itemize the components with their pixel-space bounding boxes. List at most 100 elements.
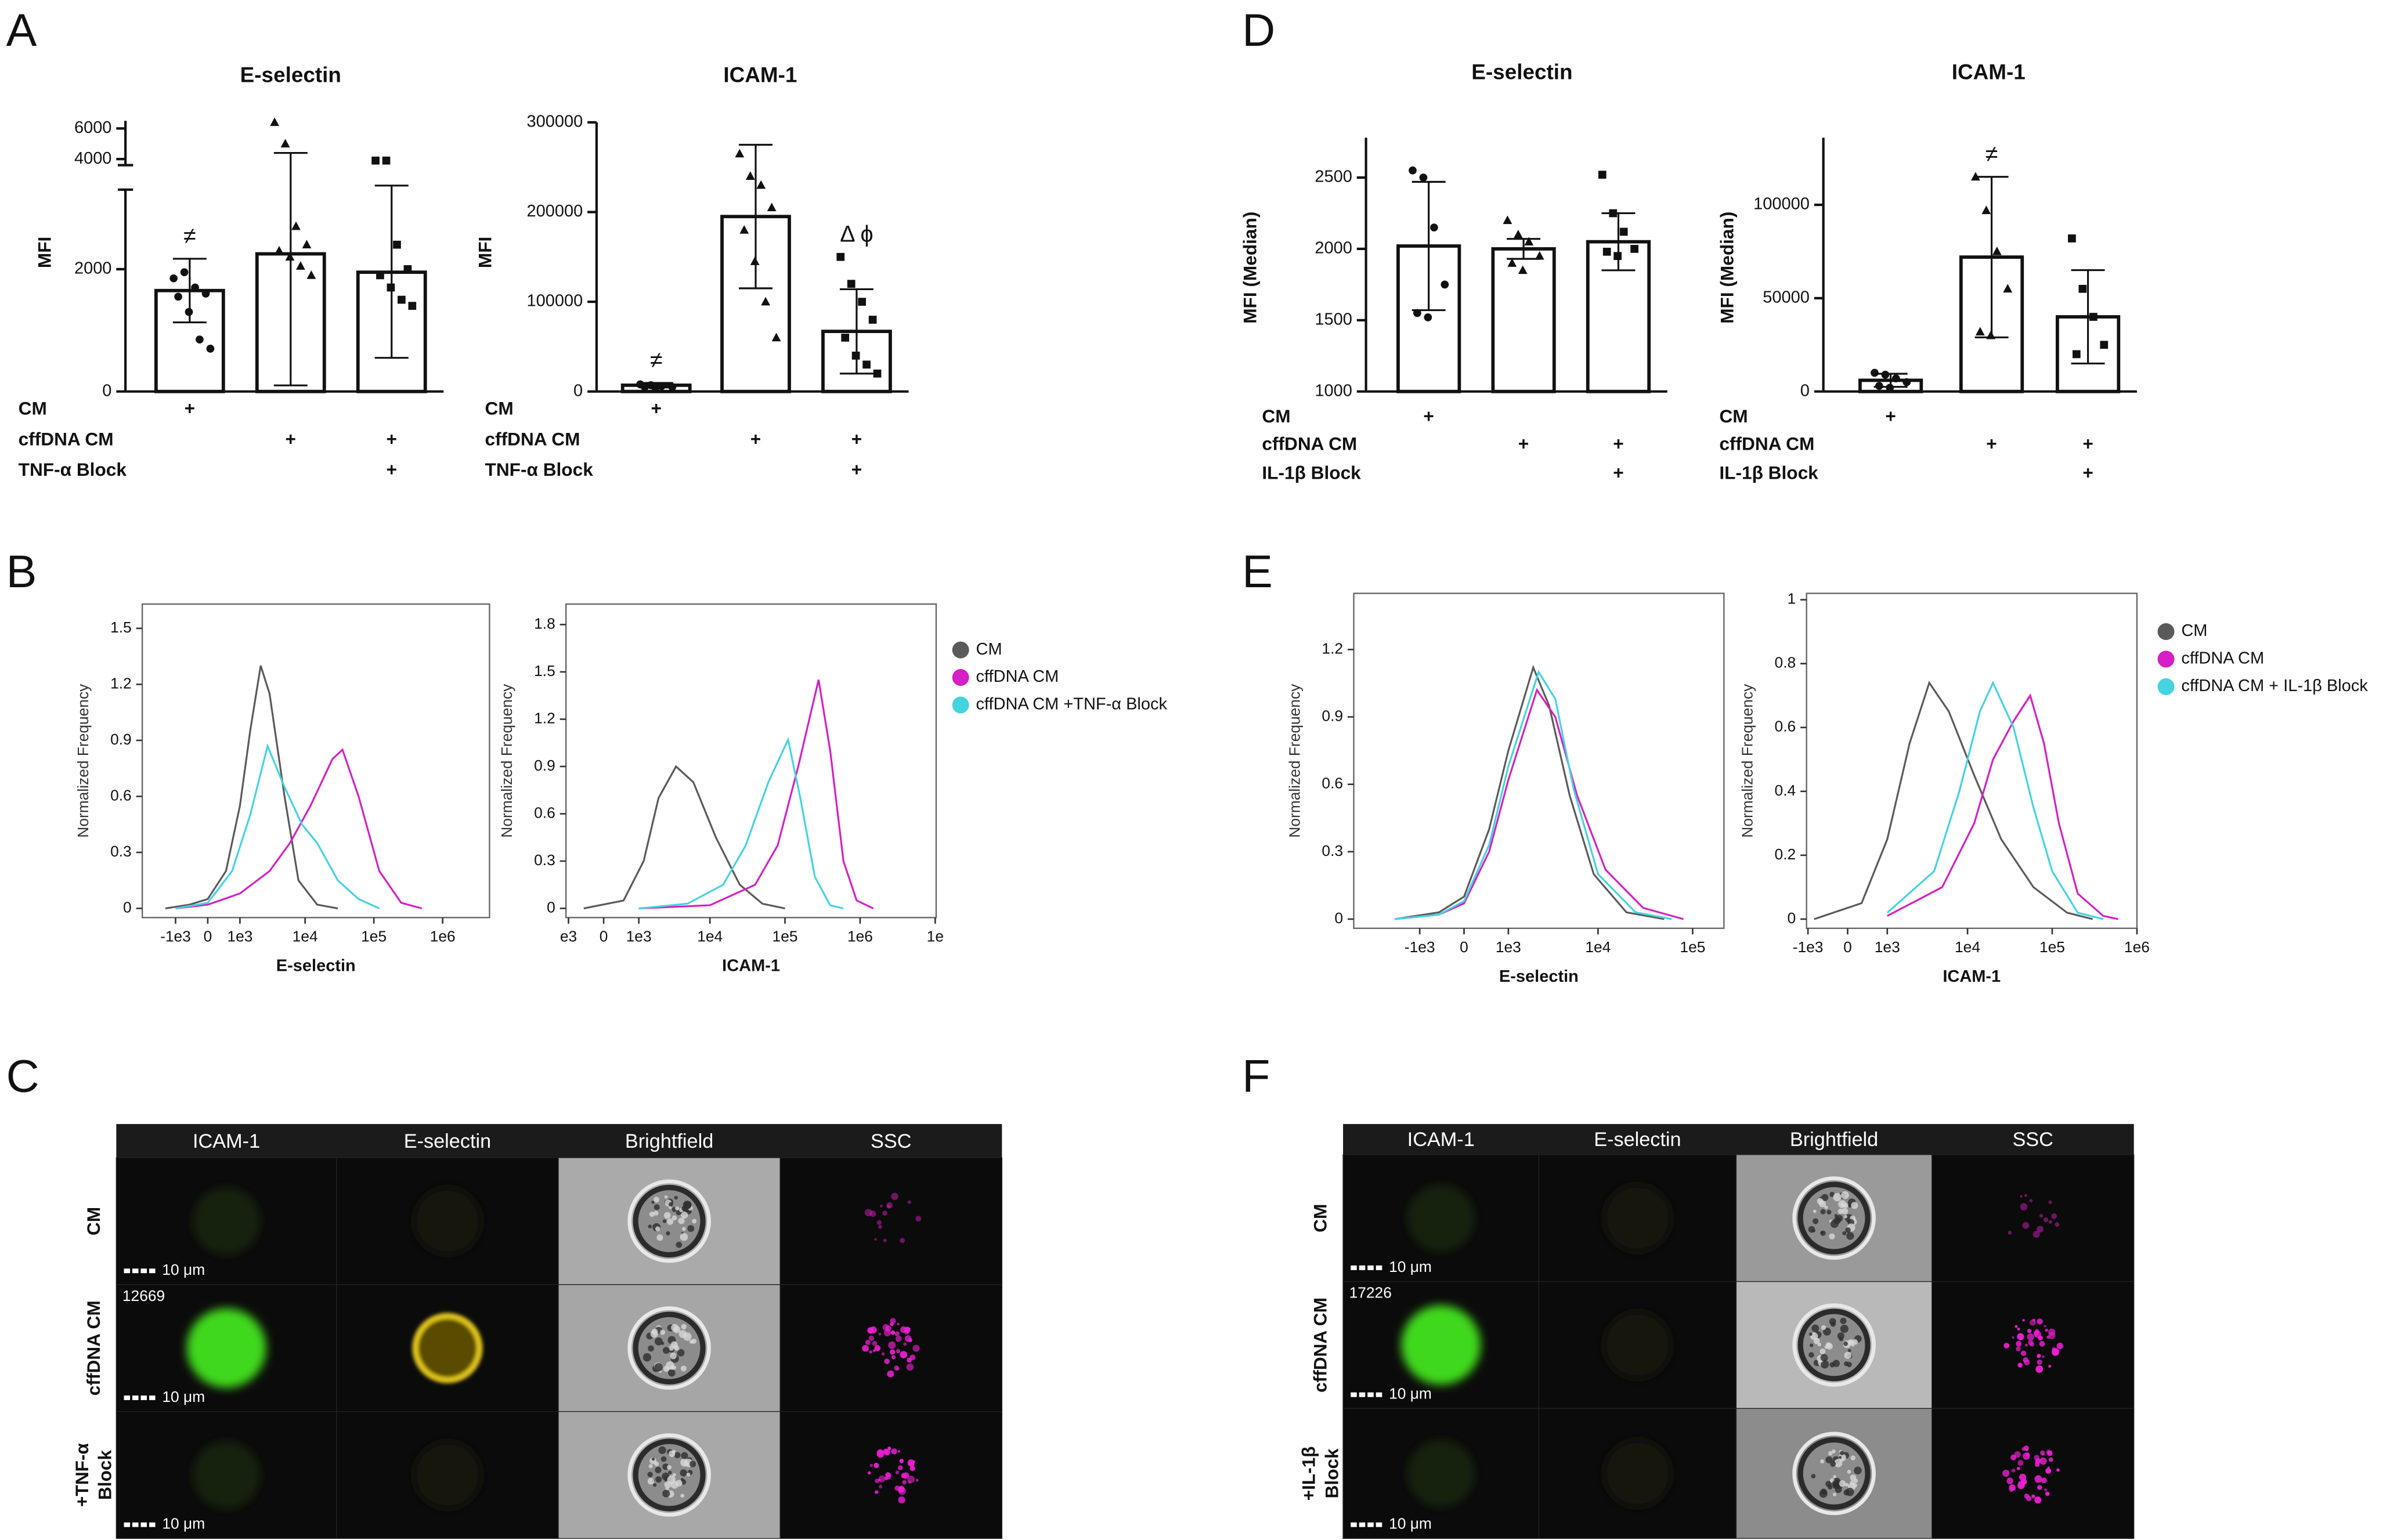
ssc-signal: [2027, 1329, 2032, 1333]
scale-bar-label: 10 μm: [162, 1261, 205, 1278]
ssc-signal: [894, 1365, 899, 1371]
condition-mark: +: [851, 428, 862, 449]
y-tick-label: 1.5: [110, 619, 132, 636]
condition-label: CM: [1719, 406, 1748, 426]
x-tick-label: 1e6: [2124, 938, 2150, 956]
histogram-curve: [1886, 680, 2104, 920]
ssc-signal: [897, 1465, 903, 1470]
ssc-signal: [2017, 1460, 2024, 1466]
y-tick-label: 0.9: [110, 731, 132, 748]
y-axis-label: MFI (Median): [1239, 212, 1260, 324]
y-tick-label: 0: [123, 898, 132, 916]
ssc-signal: [875, 1478, 879, 1484]
y-tick-label: 1000: [1315, 381, 1352, 400]
ssc-signal: [896, 1349, 901, 1354]
row-label: CM: [1310, 1204, 1331, 1232]
cell-texture: [1830, 1321, 1836, 1327]
data-point: [2100, 341, 2109, 349]
cell-texture: [681, 1206, 687, 1211]
ssc-signal: [2024, 1194, 2027, 1197]
legend-marker: [2157, 678, 2175, 695]
ssc-signal: [2034, 1462, 2040, 1467]
x-tick-label: 1e3: [227, 928, 252, 945]
y-axis-label: Normalized Frequency: [1738, 684, 1756, 838]
ssc-signal: [878, 1475, 886, 1483]
x-axis-label: ICAM-1: [1943, 967, 2001, 986]
cell-texture: [690, 1461, 696, 1467]
ssc-signal: [2011, 1468, 2016, 1473]
data-point: [196, 335, 204, 344]
cell-texture: [1812, 1218, 1819, 1224]
y-axis-label: MFI: [34, 237, 55, 268]
data-point: [1871, 368, 1879, 377]
row-label: Block: [1321, 1448, 1342, 1498]
ssc-signal: [891, 1355, 896, 1360]
eselectin-signal: [1604, 1184, 1672, 1252]
ssc-signal: [2012, 1336, 2015, 1339]
data-point: [1424, 313, 1432, 321]
ssc-signal: [908, 1338, 912, 1343]
y-tick-label: 0: [1334, 909, 1343, 927]
condition-label: TNF-α Block: [485, 459, 594, 480]
chart-title: E-selectin: [1471, 60, 1572, 84]
cell-texture: [1810, 1343, 1814, 1347]
cell-texture: [676, 1241, 683, 1248]
ssc-signal: [872, 1349, 876, 1353]
cell-texture: [672, 1473, 676, 1477]
ssc-signal: [2037, 1226, 2044, 1233]
ssc-signal: [2047, 1450, 2053, 1456]
cell-texture: [1834, 1459, 1843, 1467]
cell-texture: [670, 1365, 675, 1370]
cell-texture: [1833, 1193, 1842, 1202]
y-axis-label: Normalized Frequency: [74, 684, 92, 838]
ssc-signal: [2008, 1231, 2012, 1235]
ssc-signal: [889, 1349, 896, 1355]
ssc-signal: [886, 1205, 891, 1209]
cell-texture: [1848, 1339, 1854, 1345]
icam-signal: [1407, 1184, 1475, 1252]
cell-halo: [627, 1179, 711, 1263]
chart-title: ICAM-1: [723, 63, 797, 87]
condition-mark: +: [1986, 433, 1997, 454]
histogram-curve: [638, 679, 874, 910]
cell-texture: [647, 1477, 655, 1485]
data-point: [2089, 313, 2098, 321]
ssc-signal: [874, 1491, 878, 1494]
ssc-signal: [895, 1470, 900, 1474]
x-tick-label: 1e4: [1955, 938, 1980, 956]
data-point: [1602, 247, 1611, 256]
ssc-signal: [2014, 1451, 2021, 1458]
y-tick-label: 1: [1788, 590, 1796, 608]
y-tick-label: 4000: [74, 149, 111, 168]
ssc-signal: [2045, 1491, 2050, 1496]
data-point: [291, 221, 301, 230]
ssc-signal: [907, 1476, 915, 1483]
data-point: [1875, 382, 1883, 390]
y-tick-label: 1.8: [534, 614, 555, 632]
data-point: [393, 240, 401, 249]
data-point: [1619, 227, 1628, 236]
cell-texture: [1820, 1230, 1826, 1236]
y-axis-label: Normalized Frequency: [498, 684, 515, 838]
ssc-signal: [2017, 1333, 2024, 1340]
panel-label: B: [6, 545, 37, 597]
data-point: [873, 369, 882, 378]
data-point: [851, 352, 860, 360]
header-bar: [116, 1124, 1002, 1158]
ssc-signal: [890, 1318, 896, 1324]
data-point: [1613, 252, 1622, 261]
ssc-signal: [887, 1447, 891, 1451]
cell-texture: [674, 1195, 678, 1200]
data-point: [387, 283, 395, 292]
data-point: [169, 274, 178, 283]
histogram-curve: [583, 765, 785, 910]
cell-texture: [680, 1365, 687, 1372]
cell-texture: [669, 1450, 676, 1458]
cell-texture: [1836, 1214, 1843, 1222]
ssc-signal: [904, 1330, 909, 1335]
icam-signal: [193, 1441, 261, 1509]
ssc-signal: [891, 1192, 898, 1201]
data-point: [296, 261, 305, 270]
x-tick-label: 1e3: [1875, 938, 1900, 956]
